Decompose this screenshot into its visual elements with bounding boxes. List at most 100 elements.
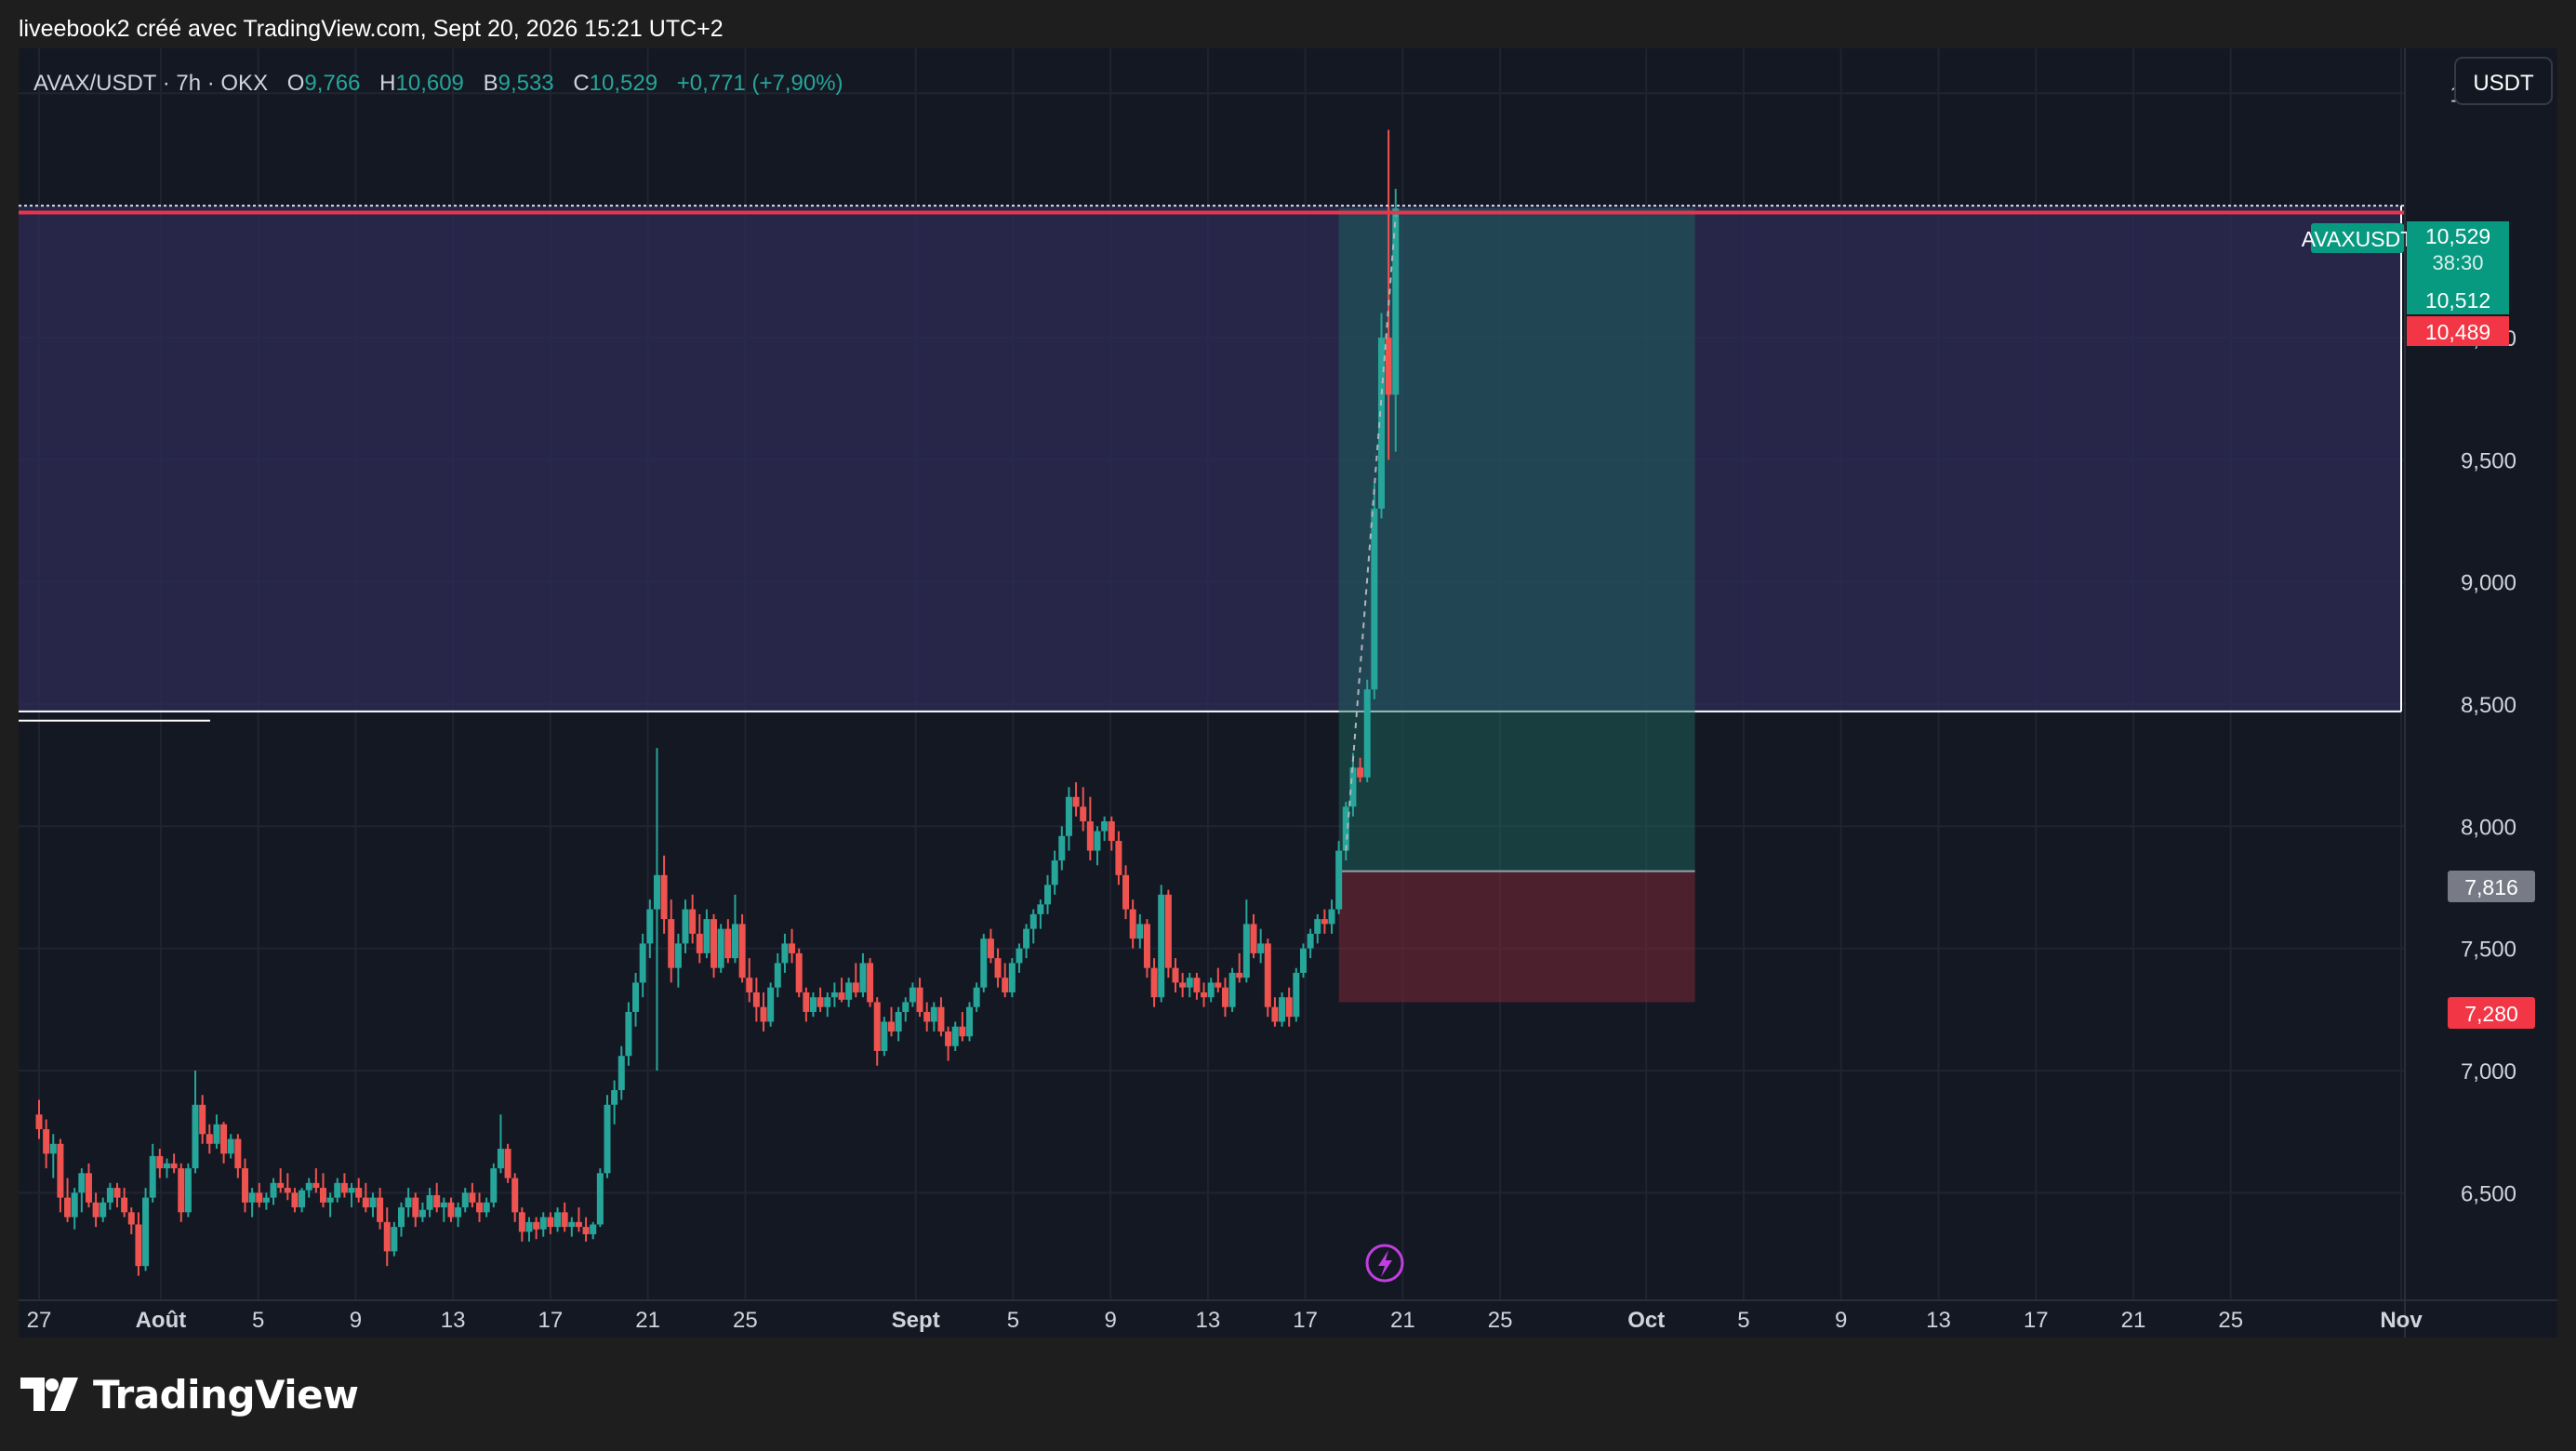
candle-body	[299, 1190, 306, 1208]
candle-body	[1037, 904, 1044, 914]
candle-body	[852, 982, 859, 992]
candle-body	[803, 992, 810, 1012]
candle-body	[930, 1006, 937, 1022]
legend-close-label: C	[573, 71, 589, 96]
candle-body	[1086, 821, 1094, 851]
legend-high-value: 10,609	[396, 71, 464, 96]
candle-body	[824, 997, 831, 1007]
time-tick-label: 13	[1926, 1308, 1951, 1333]
chart-area[interactable]: 11,00010,0009,5009,0008,5008,0007,5007,0…	[19, 48, 2557, 1338]
candle-body	[305, 1182, 312, 1191]
candle-body	[937, 1006, 945, 1032]
tradingview-logo[interactable]: TradingView	[20, 1371, 359, 1418]
candle-body	[653, 874, 660, 910]
candle-body	[1201, 992, 1208, 998]
candle-body	[1307, 933, 1314, 949]
candle-body	[241, 1168, 248, 1203]
candle-body	[617, 1056, 625, 1091]
candle-body	[57, 1143, 64, 1198]
candle-body	[1299, 948, 1307, 973]
candle-body	[980, 938, 988, 988]
candle-body	[1072, 796, 1080, 807]
candle-body	[156, 1155, 164, 1169]
candle-body	[326, 1197, 334, 1203]
time-scale[interactable]: 27 Août 5 9 13 17 21 25 Sept 5 9 13 17 21 25 Oct 5 9 13 17 2…	[27, 1308, 2423, 1333]
symbol-tag-bg	[2311, 223, 2404, 253]
candle-body	[1115, 841, 1122, 875]
lightning-event-icon[interactable]	[1365, 1244, 1404, 1283]
legend-low-value: 9,533	[498, 71, 554, 96]
candle-body	[149, 1155, 156, 1198]
candle-body	[561, 1212, 568, 1228]
legend-high-label: H	[379, 71, 395, 96]
candle-body	[483, 1202, 490, 1213]
candle-body	[184, 1168, 192, 1213]
legend-open-value: 9,766	[304, 71, 360, 96]
candle-body	[121, 1197, 128, 1213]
candle-body	[418, 1209, 426, 1218]
candle-body	[1101, 821, 1109, 832]
candle-body	[1207, 982, 1215, 998]
drawing-overlays[interactable]	[19, 205, 2405, 851]
candlestick-series	[35, 129, 1400, 1276]
candle-body	[78, 1173, 86, 1193]
candle-body	[518, 1212, 525, 1232]
candle-body	[752, 992, 760, 1007]
candle-body	[1023, 928, 1030, 949]
price-chart[interactable]: 11,00010,0009,5009,0008,5008,0007,5007,0…	[19, 48, 2557, 1338]
currency-button-label[interactable]: USDT	[2473, 71, 2534, 96]
candle-body	[1257, 943, 1265, 953]
candle-body	[746, 978, 753, 992]
candle-body	[64, 1197, 72, 1218]
candle-body	[1242, 924, 1250, 978]
price-tick-label: 8,000	[2461, 815, 2516, 840]
candle-body	[170, 1163, 178, 1169]
candle-body	[760, 1006, 767, 1022]
candle-body	[724, 928, 732, 959]
candle-body	[717, 928, 724, 968]
time-tick-label: 9	[350, 1308, 362, 1333]
candle-countdown: 38:30	[2432, 251, 2483, 274]
candle-body	[1122, 874, 1130, 910]
symbol-tag: AVAXUSDT	[2302, 227, 2414, 251]
currency-button-frame[interactable]	[2454, 57, 2553, 105]
candle-body	[469, 1192, 476, 1203]
candle-body	[596, 1173, 604, 1225]
candle-body	[767, 987, 775, 1022]
candle-body	[1328, 909, 1335, 925]
candle-body	[1250, 924, 1257, 953]
candle-body	[1335, 850, 1343, 910]
candle-body	[377, 1197, 384, 1222]
candle-body	[206, 1134, 213, 1144]
time-tick-label: 21	[1390, 1308, 1415, 1333]
candle-body	[525, 1221, 533, 1232]
legend-low-label: B	[484, 71, 498, 96]
candle-body	[291, 1192, 299, 1208]
price-tick-label: 7,000	[2461, 1059, 2516, 1085]
candle-body	[1342, 806, 1349, 851]
last-price-tag-bg	[2407, 221, 2509, 285]
candle-body	[1002, 978, 1009, 992]
candle-body	[220, 1124, 228, 1154]
candle-body	[504, 1149, 511, 1178]
candle-body	[1321, 919, 1328, 925]
candle-body	[1179, 982, 1187, 988]
candle-body	[660, 874, 668, 920]
candle-body	[234, 1138, 242, 1169]
time-tick-label: 21	[2121, 1308, 2146, 1333]
candle-body	[49, 1143, 57, 1154]
currency-button[interactable]: USDT	[2454, 57, 2553, 105]
candle-body	[710, 919, 718, 968]
candle-body	[1392, 207, 1400, 395]
candle-body	[1044, 885, 1052, 905]
candle-body	[1016, 948, 1023, 964]
candle-body	[398, 1207, 405, 1228]
candle-body	[575, 1221, 582, 1228]
candle-body	[994, 958, 1002, 978]
time-tick-label: 17	[2024, 1308, 2049, 1333]
time-tick-label: 13	[441, 1308, 466, 1333]
candle-body	[973, 987, 980, 1007]
time-tick-label: 21	[635, 1308, 660, 1333]
candle-body	[781, 943, 789, 964]
candle-body	[1193, 978, 1201, 992]
